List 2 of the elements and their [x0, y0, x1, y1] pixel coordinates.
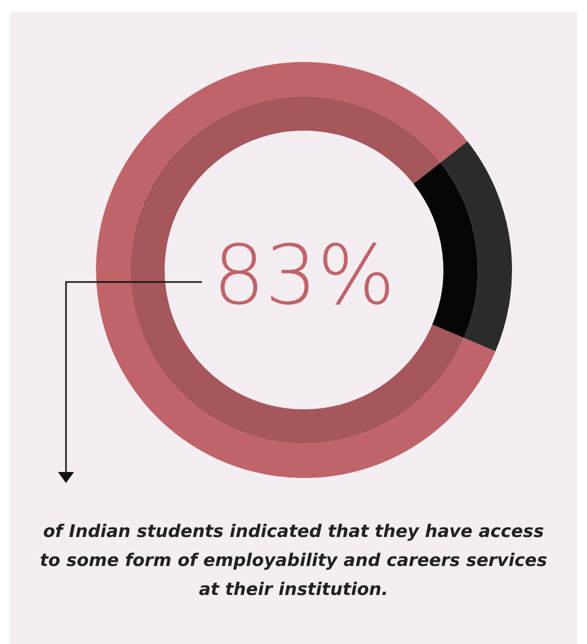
- text: 83%: [212, 228, 396, 324]
- text: of Indian students indicated that they have access to some form of employability and careers services at their institution.: [38, 521, 548, 602]
